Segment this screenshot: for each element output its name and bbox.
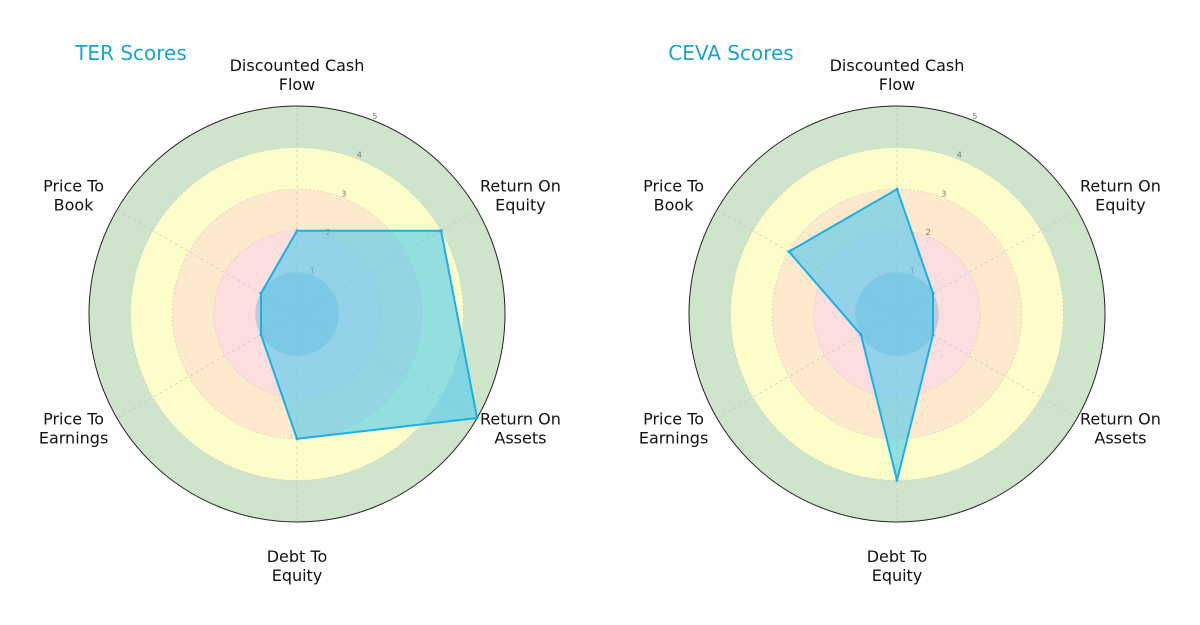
axis-label-2: Return On Equity (480, 177, 561, 215)
outer-ring (688, 105, 1106, 523)
axis-label-5: Price To Earnings (639, 410, 708, 448)
r-tick-label: 3 (341, 189, 346, 198)
series-area (260, 229, 479, 440)
data-point-1 (895, 187, 899, 191)
spoke-3 (896, 313, 1078, 419)
outer-ring (88, 105, 506, 523)
axis-label-2: Return On Equity (1080, 177, 1161, 215)
axis-label-4: Debt To Equity (267, 547, 328, 585)
data-point-4 (895, 478, 899, 482)
r-tick-label: 4 (357, 151, 362, 160)
spoke-6 (116, 209, 298, 315)
data-point-2 (439, 229, 443, 233)
data-point-2 (931, 291, 935, 295)
r-tick-label: 3 (941, 189, 946, 198)
data-point-4 (295, 437, 299, 441)
grid-circle-2 (813, 230, 981, 398)
axis-label-1: Discounted Cash Flow (830, 56, 965, 94)
data-point-3 (475, 416, 479, 420)
r-tick-label: 2 (926, 228, 931, 237)
spoke-5 (716, 313, 898, 419)
spoke-5 (116, 313, 298, 419)
grid-circle-4 (130, 147, 464, 481)
r-tick-label: 4 (957, 151, 962, 160)
axis-label-3: Return On Assets (1080, 410, 1161, 448)
axis-label-4: Debt To Equity (867, 547, 928, 585)
r-tick-label: 5 (372, 112, 377, 121)
data-point-5 (859, 333, 863, 337)
data-point-1 (295, 229, 299, 233)
axis-label-6: Price To Book (43, 177, 104, 215)
spoke-2 (896, 209, 1078, 315)
chart-title: CEVA Scores (668, 41, 793, 65)
axis-label-6: Price To Book (643, 177, 704, 215)
grid-circle-3 (771, 188, 1023, 440)
axis-label-1: Discounted Cash Flow (230, 56, 365, 94)
data-point-5 (259, 333, 263, 337)
chart-title: TER Scores (74, 41, 187, 65)
axis-label-3: Return On Assets (480, 410, 561, 448)
data-point-6 (787, 250, 791, 254)
data-point-3 (931, 333, 935, 337)
r-tick-label: 5 (972, 112, 977, 121)
axis-label-5: Price To Earnings (39, 410, 108, 448)
data-point-6 (259, 291, 263, 295)
